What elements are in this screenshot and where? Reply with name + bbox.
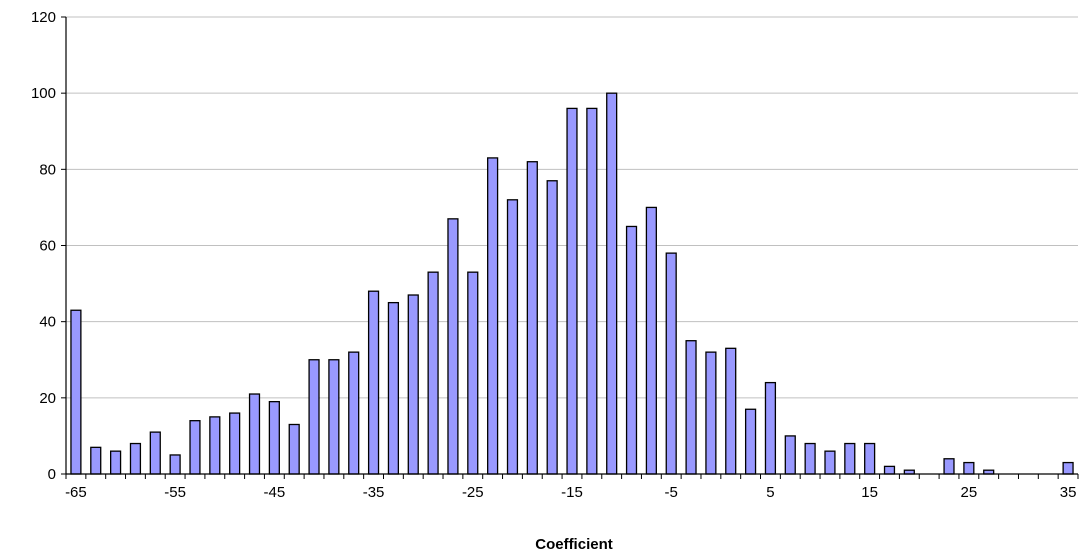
bar--23 (487, 157, 499, 475)
x-tick-label--45: -45 (264, 484, 286, 501)
x-tick-label-5: 5 (766, 484, 774, 501)
x-axis-title: Coefficient (535, 536, 613, 553)
bar--11 (606, 92, 618, 475)
bar--19 (526, 161, 538, 475)
x-tick-label--5: -5 (665, 484, 678, 501)
x-tick-label-35: 35 (1060, 484, 1077, 501)
bar--31 (407, 294, 419, 475)
y-tick-label-60: 60 (39, 238, 56, 255)
bar-13 (844, 442, 856, 475)
y-tick-label-100: 100 (31, 85, 56, 102)
bar--5 (665, 252, 677, 475)
x-tick-label--25: -25 (462, 484, 484, 501)
axes (61, 16, 1079, 479)
y-tick-labels: 0 20 40 60 80 100 120 (31, 9, 56, 483)
bar--39 (328, 359, 340, 475)
bar--1 (705, 351, 717, 475)
x-tick-label-25: 25 (961, 484, 978, 501)
bar-15 (864, 442, 876, 475)
bar--21 (506, 199, 519, 475)
bar--33 (387, 301, 400, 475)
bar--25 (467, 271, 479, 475)
bar-3 (744, 408, 757, 475)
bar--9 (625, 225, 638, 475)
bar-17 (883, 465, 896, 475)
bar--29 (427, 271, 439, 475)
bar--37 (348, 351, 360, 475)
bar-1 (725, 347, 737, 475)
bar-5 (764, 381, 777, 475)
y-tick-label-80: 80 (39, 161, 56, 178)
bar--59 (129, 442, 142, 475)
bar--3 (685, 340, 697, 475)
bar--7 (645, 206, 657, 475)
bar--17 (546, 180, 558, 475)
y-tick-label-20: 20 (39, 390, 56, 407)
x-tick-labels: -65 -55 -45 -35 -25 -15 -5 5 15 25 35 (65, 484, 1076, 501)
bar--15 (566, 107, 578, 475)
bar--65 (70, 309, 82, 475)
bar-11 (824, 450, 836, 475)
x-tick-label-15: 15 (861, 484, 878, 501)
bars (70, 92, 1074, 475)
bar--51 (209, 416, 221, 475)
bar-35 (1062, 461, 1074, 475)
bar--57 (149, 431, 161, 475)
bar--55 (169, 454, 181, 475)
x-tick-label--65: -65 (65, 484, 87, 501)
bar-9 (804, 442, 816, 475)
bar--41 (308, 359, 320, 475)
bar--27 (447, 218, 459, 475)
bar--53 (189, 420, 201, 475)
y-tick-label-0: 0 (48, 466, 56, 483)
bar--47 (248, 393, 261, 475)
y-tick-label-40: 40 (39, 314, 56, 331)
bar--63 (90, 446, 102, 475)
bar--13 (586, 107, 598, 475)
bar-7 (784, 435, 796, 475)
bar-23 (943, 458, 955, 475)
x-tick-label--15: -15 (561, 484, 583, 501)
x-tick-label--35: -35 (363, 484, 385, 501)
y-tick-label-120: 120 (31, 9, 56, 26)
x-tick-label--55: -55 (164, 484, 186, 501)
bar--49 (229, 412, 241, 475)
bar-25 (963, 461, 975, 475)
bar--43 (288, 423, 300, 475)
bar--61 (110, 450, 122, 475)
bar--45 (268, 400, 280, 475)
bar--35 (367, 290, 380, 475)
